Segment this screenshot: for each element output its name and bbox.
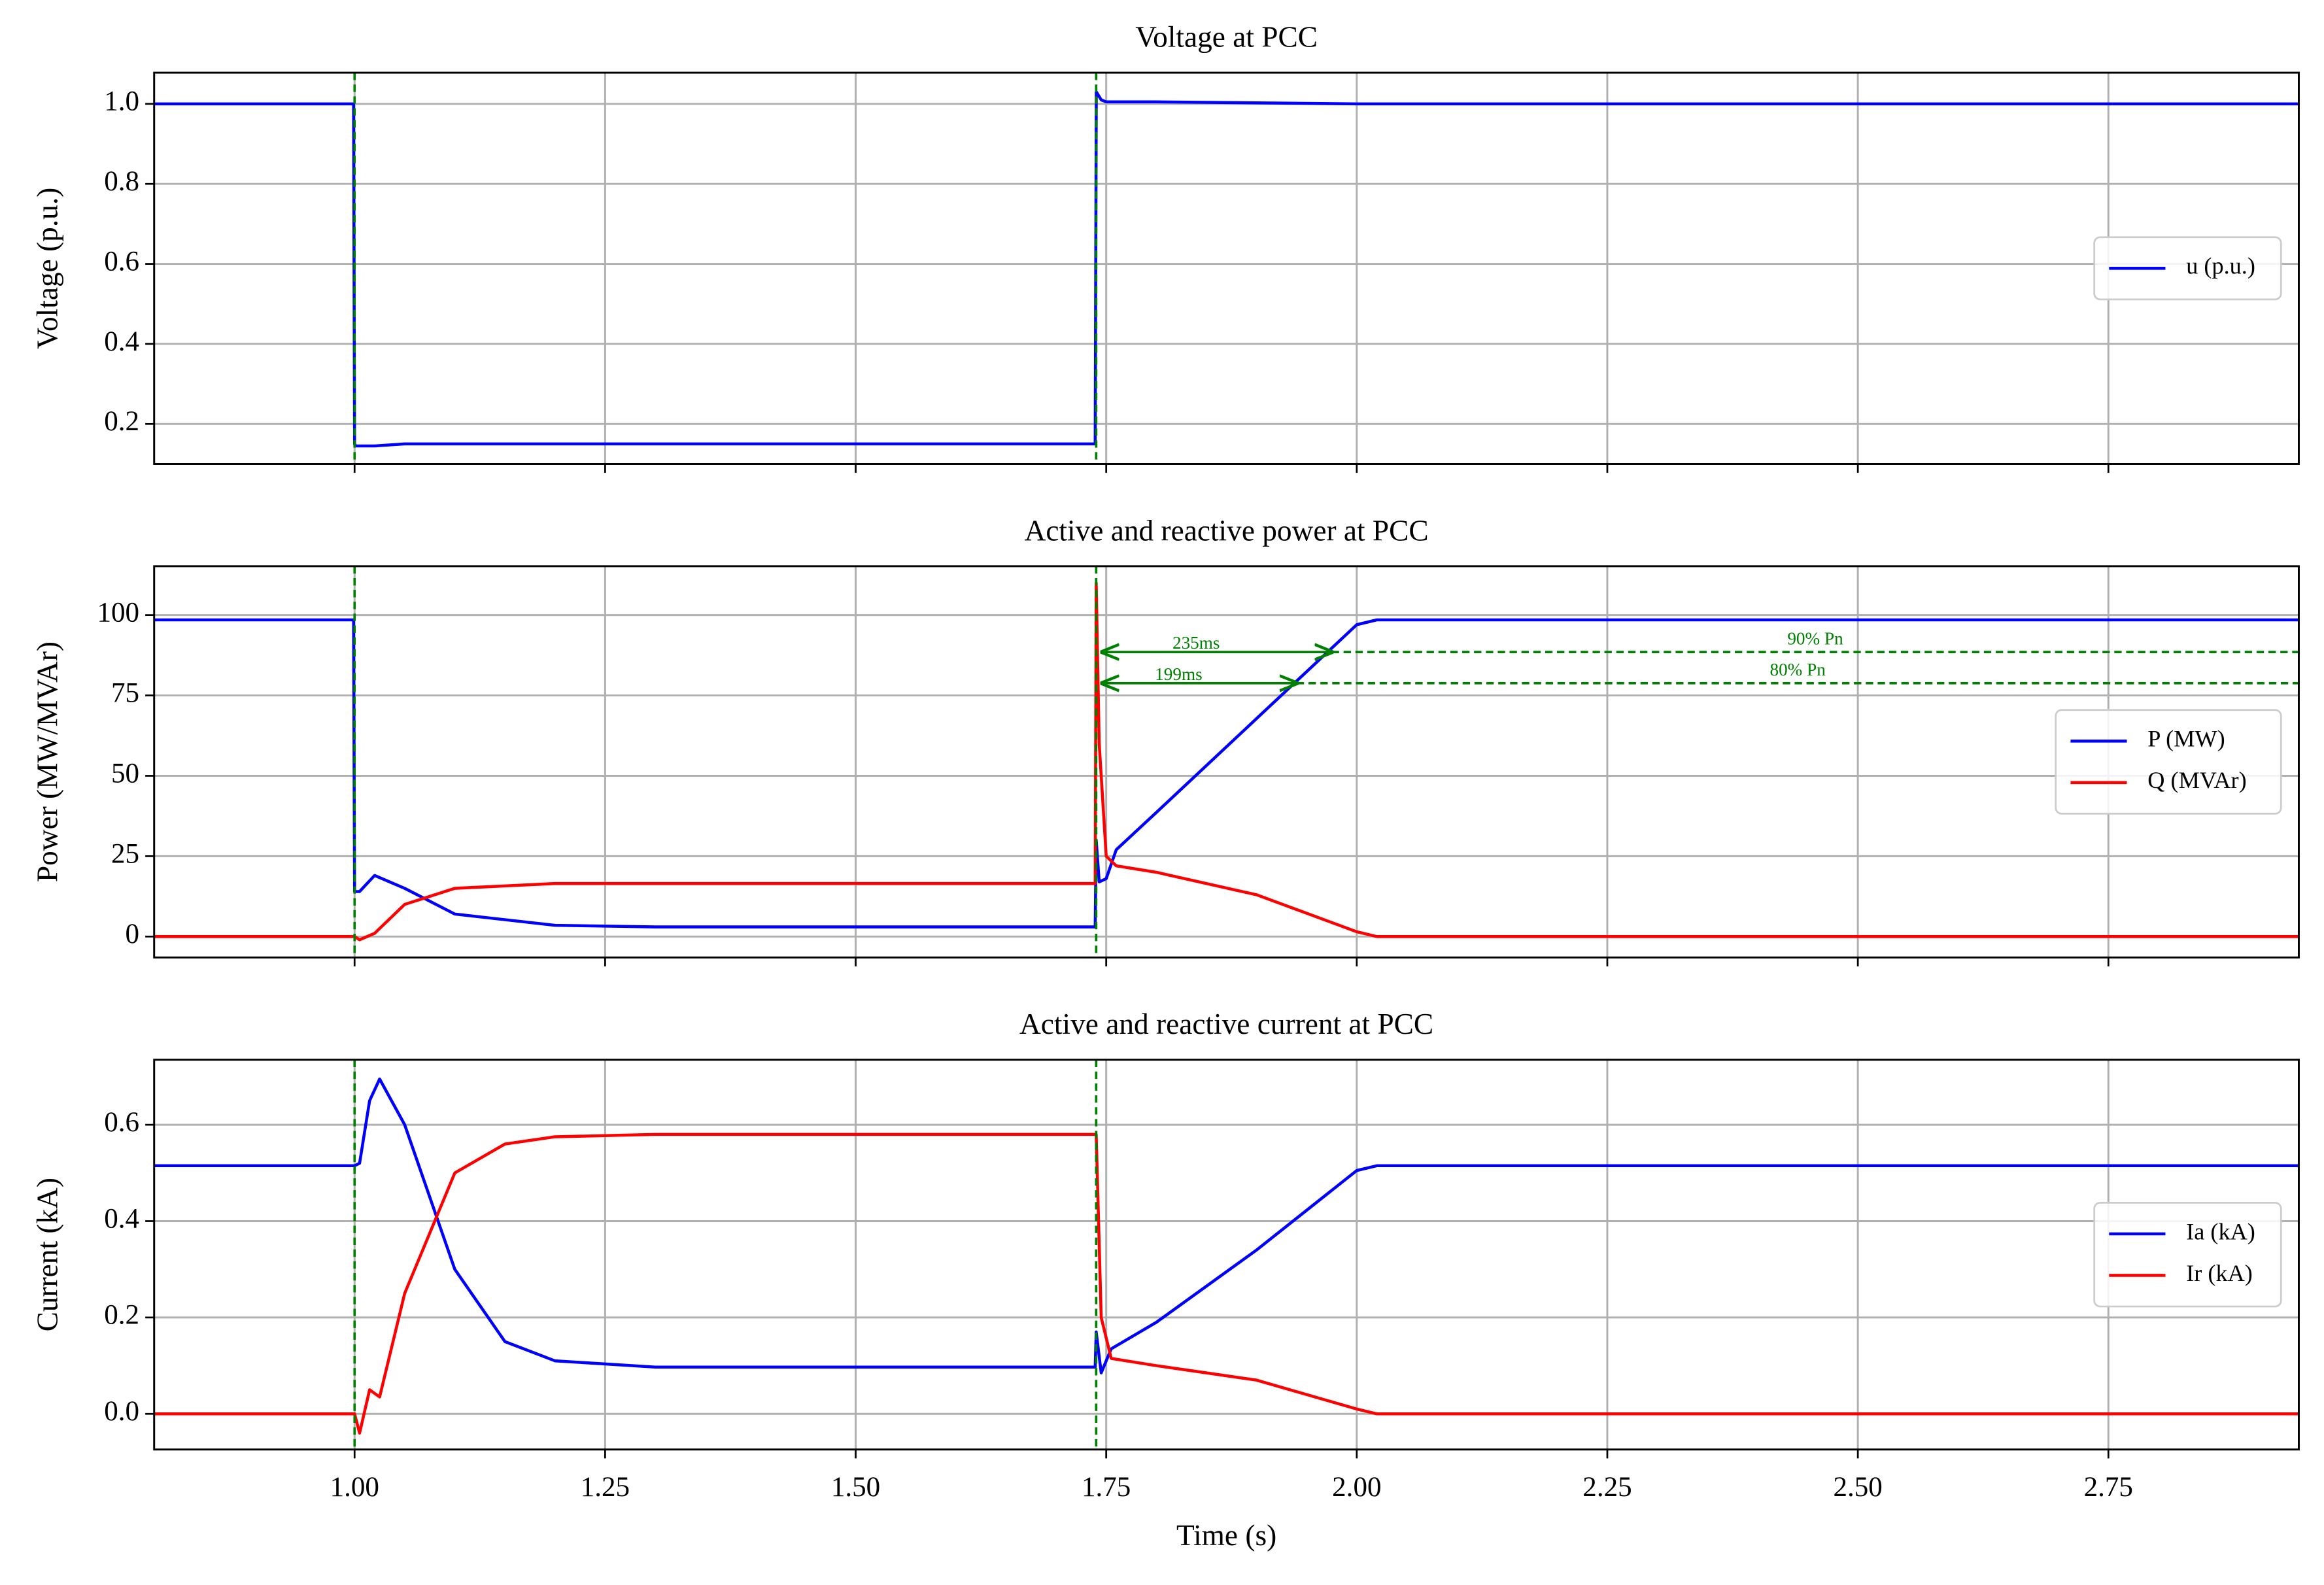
y-axis-label: Power (MW/MVAr) (31, 641, 63, 882)
x-tick-label: 2.75 (2084, 1472, 2133, 1503)
legend-box (2055, 709, 2282, 815)
legend-label: Q (MVAr) (2147, 767, 2246, 793)
legend-box (2093, 236, 2282, 301)
legend-label: Ir (kA) (2186, 1260, 2253, 1286)
data-line (154, 1077, 2299, 1374)
y-tick-label: 0.6 (104, 246, 139, 277)
legend-label: Ia (kA) (2186, 1218, 2255, 1244)
x-tick-label: 2.50 (1833, 1472, 1882, 1503)
data-line (154, 1133, 2299, 1435)
y-tick-label: 0.4 (104, 326, 139, 357)
x-axis-label: Time (s) (1176, 1519, 1276, 1552)
y-axis-label: Current (kA) (31, 1178, 63, 1331)
plot-frame (153, 71, 2300, 465)
y-tick-label: 0.2 (104, 1300, 139, 1331)
legend-box (2093, 1202, 2282, 1308)
y-tick-label: 0 (126, 919, 140, 949)
y-tick-label: 50 (111, 758, 139, 789)
data-line (154, 581, 2299, 942)
x-tick-label: 2.00 (1332, 1472, 1381, 1503)
x-tick-label: 1.75 (1082, 1472, 1131, 1503)
plot-area (154, 73, 2299, 464)
y-tick-label: 0.4 (104, 1203, 139, 1234)
plot-area (154, 1059, 2299, 1450)
y-tick-label: 0.6 (104, 1107, 139, 1138)
chart-title: Voltage at PCC (1135, 21, 1318, 54)
arrow-label: 199ms (1155, 664, 1203, 684)
legend-label: P (MW) (2147, 726, 2225, 752)
data-line (154, 618, 2299, 929)
plot-area: 235ms 90% Pn 199ms 80% Pn (154, 566, 2299, 958)
legend-label: u (p.u.) (2186, 253, 2255, 279)
x-tick-label: 1.25 (581, 1472, 630, 1503)
plot-frame (153, 1059, 2300, 1451)
y-tick-label: 0.2 (104, 406, 139, 437)
chart-title: Active and reactive power at PCC (1025, 514, 1429, 547)
y-axis-label: Voltage (p.u.) (31, 188, 63, 349)
arrow-label: 235ms (1172, 633, 1220, 653)
plot-frame (153, 565, 2300, 959)
x-tick-label: 1.00 (330, 1472, 379, 1503)
threshold-label: 80% Pn (1769, 660, 1826, 679)
x-tick-label: 2.25 (1582, 1472, 1632, 1503)
y-tick-label: 25 (111, 838, 139, 869)
chart-title: Active and reactive current at PCC (1019, 1008, 1433, 1040)
x-tick-label: 1.50 (831, 1472, 880, 1503)
y-tick-label: 0.8 (104, 166, 139, 197)
threshold-label: 90% Pn (1787, 628, 1843, 648)
y-tick-label: 100 (97, 598, 139, 628)
data-line (154, 90, 2299, 448)
y-tick-label: 0.0 (104, 1396, 139, 1427)
y-tick-label: 75 (111, 677, 139, 708)
y-tick-label: 1.0 (104, 86, 139, 117)
